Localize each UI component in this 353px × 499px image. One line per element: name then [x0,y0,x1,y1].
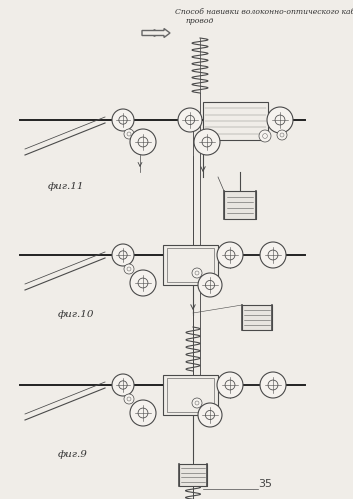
Bar [179,464,207,486]
Circle shape [260,242,286,268]
Circle shape [225,380,235,390]
Circle shape [202,137,212,147]
Circle shape [192,398,202,408]
Circle shape [268,380,278,390]
Text: фиг.9: фиг.9 [58,450,88,459]
Circle shape [112,374,134,396]
Bar [163,245,218,285]
Circle shape [195,401,199,405]
Circle shape [112,244,134,266]
Circle shape [112,109,134,131]
Circle shape [127,132,131,136]
Bar [167,378,214,412]
Circle shape [198,403,222,427]
Circle shape [138,408,148,418]
Text: фиг.10: фиг.10 [58,310,95,319]
Circle shape [178,108,202,132]
Circle shape [119,381,127,389]
Bar [242,304,272,329]
Circle shape [217,242,243,268]
Circle shape [277,130,287,140]
Circle shape [259,130,271,142]
Circle shape [127,397,131,401]
Text: фиг.11: фиг.11 [48,182,84,191]
Circle shape [260,372,286,398]
Bar [203,102,268,140]
Circle shape [192,268,202,278]
Circle shape [119,251,127,259]
Bar [224,191,256,219]
Circle shape [185,115,195,125]
Circle shape [205,411,215,420]
Circle shape [198,273,222,297]
Bar [163,375,218,415]
Circle shape [280,133,284,137]
Circle shape [268,250,278,260]
Circle shape [124,394,134,404]
Circle shape [138,137,148,147]
Circle shape [138,278,148,288]
Circle shape [263,134,268,138]
Text: 35: 35 [258,479,272,489]
Circle shape [195,271,199,275]
Circle shape [205,280,215,289]
Circle shape [275,115,285,125]
Circle shape [194,129,220,155]
Circle shape [127,267,131,271]
Circle shape [119,116,127,124]
FancyArrow shape [142,28,170,37]
Circle shape [130,270,156,296]
Circle shape [217,372,243,398]
Circle shape [124,264,134,274]
Circle shape [225,250,235,260]
Circle shape [130,400,156,426]
Circle shape [267,107,293,133]
Text: провод: провод [185,17,213,25]
Bar [167,248,214,282]
Text: Способ навивки волоконно-оптического кабеля на несущий: Способ навивки волоконно-оптического каб… [175,8,353,16]
Circle shape [124,129,134,139]
Circle shape [130,129,156,155]
